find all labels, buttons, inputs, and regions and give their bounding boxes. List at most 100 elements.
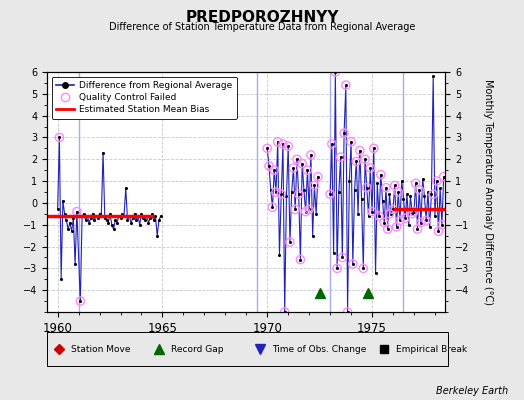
Point (312, 211, 320, 217)
Point (279, 141, 287, 147)
Point (372, 270, 380, 276)
Point (301, 208, 310, 215)
Point (434, 228, 443, 234)
Point (330, 250, 338, 256)
Point (107, 222, 116, 228)
Point (390, 182, 399, 189)
Point (377, 171, 385, 178)
Point (153, 232, 161, 239)
Text: Record Gap: Record Gap (171, 344, 224, 354)
Point (356, 147, 364, 154)
Point (134, 213, 142, 219)
Point (265, 163, 273, 169)
Point (57, 276, 66, 282)
Point (284, 143, 292, 149)
Point (331, 69, 340, 75)
Point (284, 143, 292, 149)
Point (326, 191, 334, 197)
Point (309, 232, 317, 239)
Point (342, 82, 350, 88)
Point (73, 208, 81, 215)
Point (382, 184, 390, 191)
Point (328, 141, 336, 147)
Point (429, 191, 438, 197)
Point (86, 215, 95, 221)
Point (377, 171, 385, 178)
Point (300, 187, 308, 193)
Text: Difference of Station Temperature Data from Regional Average: Difference of Station Temperature Data f… (109, 22, 415, 32)
Point (387, 211, 396, 217)
Point (415, 187, 423, 193)
Legend: Difference from Regional Average, Quality Control Failed, Estimated Station Mean: Difference from Regional Average, Qualit… (52, 76, 236, 119)
Point (286, 239, 294, 245)
Point (401, 215, 409, 221)
Point (55, 134, 63, 141)
Point (352, 158, 361, 165)
Point (90, 217, 99, 224)
Point (263, 145, 271, 152)
Point (399, 195, 408, 202)
Point (291, 206, 299, 213)
Point (336, 154, 345, 160)
Point (336, 154, 345, 160)
Point (378, 198, 387, 204)
Point (151, 213, 160, 219)
Point (351, 187, 359, 193)
Point (106, 211, 114, 217)
Point (268, 204, 277, 210)
Point (348, 261, 357, 267)
Point (291, 206, 299, 213)
Point (347, 139, 355, 145)
Point (127, 219, 135, 226)
Point (307, 152, 315, 158)
Point (293, 156, 301, 162)
Point (53, 206, 62, 213)
Point (132, 217, 140, 224)
Point (392, 224, 401, 230)
Point (403, 191, 411, 197)
Point (130, 211, 139, 217)
Point (76, 298, 84, 304)
Point (432, 178, 441, 184)
Point (440, 174, 448, 180)
Point (294, 191, 303, 197)
Point (81, 217, 90, 224)
Point (352, 158, 361, 165)
Point (270, 167, 278, 173)
Point (427, 191, 435, 197)
Point (347, 139, 355, 145)
Point (136, 222, 144, 228)
Point (396, 217, 404, 224)
Point (66, 219, 74, 226)
Point (408, 211, 417, 217)
Point (296, 256, 304, 263)
Point (272, 189, 280, 195)
Point (286, 239, 294, 245)
Point (125, 213, 134, 219)
Point (102, 217, 111, 224)
Point (434, 228, 443, 234)
Point (385, 211, 394, 217)
Point (343, 309, 352, 315)
Point (110, 226, 118, 232)
Point (359, 265, 367, 272)
Point (340, 130, 348, 136)
Point (420, 193, 429, 200)
Point (80, 211, 88, 217)
Point (375, 213, 383, 219)
Point (440, 174, 448, 180)
Point (298, 160, 307, 167)
Point (144, 219, 152, 226)
Point (375, 213, 383, 219)
Point (64, 226, 72, 232)
Point (115, 213, 123, 219)
Point (405, 222, 413, 228)
Point (366, 165, 375, 171)
Point (368, 208, 376, 215)
Point (89, 211, 97, 217)
Point (389, 206, 397, 213)
Point (429, 73, 438, 80)
Point (270, 167, 278, 173)
Point (123, 217, 132, 224)
Point (303, 167, 312, 173)
